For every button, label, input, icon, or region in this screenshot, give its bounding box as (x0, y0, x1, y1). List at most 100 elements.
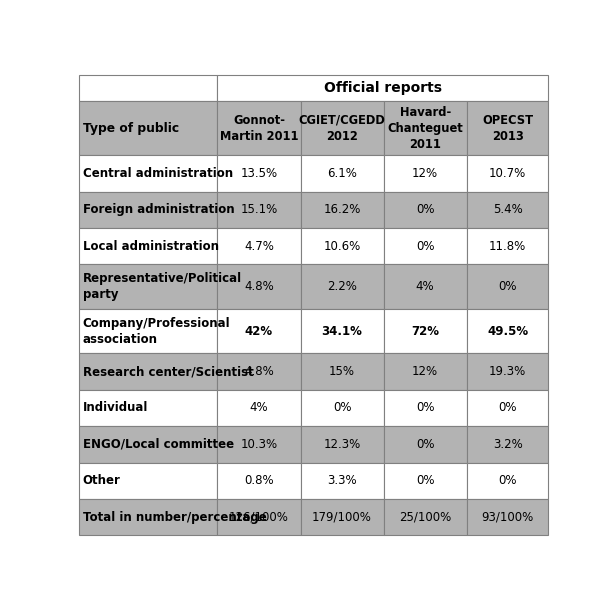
Bar (300, 155, 384, 191)
Bar (384, 353, 467, 390)
Bar (300, 463, 384, 499)
Text: 0%: 0% (416, 240, 435, 252)
Text: 12.3%: 12.3% (323, 438, 360, 451)
Text: 4.7%: 4.7% (244, 240, 274, 252)
Bar (217, 390, 300, 426)
Text: 25/100%: 25/100% (399, 510, 451, 524)
Text: 34.1%: 34.1% (322, 324, 362, 338)
Bar (79, 75, 217, 101)
Bar (300, 191, 384, 228)
Bar (300, 390, 384, 426)
Bar (300, 426, 384, 463)
Text: 0%: 0% (416, 402, 435, 414)
Text: 3.2%: 3.2% (493, 438, 523, 451)
Text: 15.1%: 15.1% (241, 204, 278, 216)
Bar (300, 309, 384, 353)
Bar (79, 426, 217, 463)
Text: 4.8%: 4.8% (244, 365, 274, 378)
Bar (79, 390, 217, 426)
Text: 10.3%: 10.3% (241, 438, 277, 451)
Text: Other: Other (83, 474, 121, 487)
Bar (79, 155, 217, 191)
Bar (467, 426, 548, 463)
Bar (467, 463, 548, 499)
Bar (217, 228, 300, 265)
Text: 15%: 15% (329, 365, 355, 378)
Bar (384, 228, 467, 265)
Bar (467, 309, 548, 353)
Text: 11.8%: 11.8% (489, 240, 526, 252)
Bar (384, 309, 467, 353)
Bar (300, 228, 384, 265)
Bar (79, 191, 217, 228)
Text: OPECST
2013: OPECST 2013 (482, 114, 533, 143)
Text: Havard-
Chanteguet
2011: Havard- Chanteguet 2011 (387, 106, 463, 151)
Text: 179/100%: 179/100% (312, 510, 372, 524)
Text: 12%: 12% (412, 167, 438, 180)
Bar (79, 265, 217, 309)
Bar (79, 101, 217, 155)
Bar (467, 155, 548, 191)
Bar (217, 499, 300, 535)
Bar (79, 499, 217, 535)
Text: 13.5%: 13.5% (241, 167, 277, 180)
Text: 12%: 12% (412, 365, 438, 378)
Bar (467, 265, 548, 309)
Text: 126/100%: 126/100% (229, 510, 289, 524)
Text: Central administration: Central administration (83, 167, 233, 180)
Bar (79, 463, 217, 499)
Bar (79, 353, 217, 390)
Bar (217, 463, 300, 499)
Bar (217, 265, 300, 309)
Text: Total in number/percentage: Total in number/percentage (83, 510, 266, 524)
Text: 0%: 0% (416, 438, 435, 451)
Bar (384, 499, 467, 535)
Text: Representative/Political
party: Representative/Political party (83, 272, 242, 301)
Bar (467, 191, 548, 228)
Bar (467, 228, 548, 265)
Bar (467, 390, 548, 426)
Bar (300, 101, 384, 155)
Text: Individual: Individual (83, 402, 148, 414)
Bar (467, 101, 548, 155)
Bar (217, 426, 300, 463)
Bar (79, 309, 217, 353)
Text: 10.6%: 10.6% (323, 240, 360, 252)
Text: 19.3%: 19.3% (489, 365, 526, 378)
Bar (384, 463, 467, 499)
Text: Research center/Scientist: Research center/Scientist (83, 365, 253, 378)
Bar (79, 228, 217, 265)
Text: 4.8%: 4.8% (244, 280, 274, 293)
Text: Official reports: Official reports (324, 81, 442, 95)
Bar (300, 353, 384, 390)
Text: 3.3%: 3.3% (327, 474, 357, 487)
Text: 4%: 4% (416, 280, 435, 293)
Text: 5.4%: 5.4% (493, 204, 523, 216)
Text: CGIET/CGEDD
2012: CGIET/CGEDD 2012 (299, 114, 386, 143)
Bar (217, 191, 300, 228)
Text: Gonnot-
Martin 2011: Gonnot- Martin 2011 (220, 114, 298, 143)
Text: 42%: 42% (245, 324, 273, 338)
Bar (384, 155, 467, 191)
Text: 10.7%: 10.7% (489, 167, 526, 180)
Bar (217, 155, 300, 191)
Bar (217, 101, 300, 155)
Bar (217, 75, 548, 101)
Text: 0%: 0% (416, 474, 435, 487)
Bar (384, 426, 467, 463)
Bar (384, 191, 467, 228)
Bar (217, 353, 300, 390)
Text: 93/100%: 93/100% (482, 510, 534, 524)
Text: Foreign administration: Foreign administration (83, 204, 234, 216)
Bar (384, 101, 467, 155)
Bar (217, 309, 300, 353)
Text: 0%: 0% (498, 280, 517, 293)
Text: 0%: 0% (498, 402, 517, 414)
Text: Type of public: Type of public (83, 122, 179, 135)
Bar (384, 390, 467, 426)
Text: 0%: 0% (416, 204, 435, 216)
Text: 49.5%: 49.5% (487, 324, 528, 338)
Text: 0%: 0% (498, 474, 517, 487)
Bar (300, 265, 384, 309)
Bar (384, 265, 467, 309)
